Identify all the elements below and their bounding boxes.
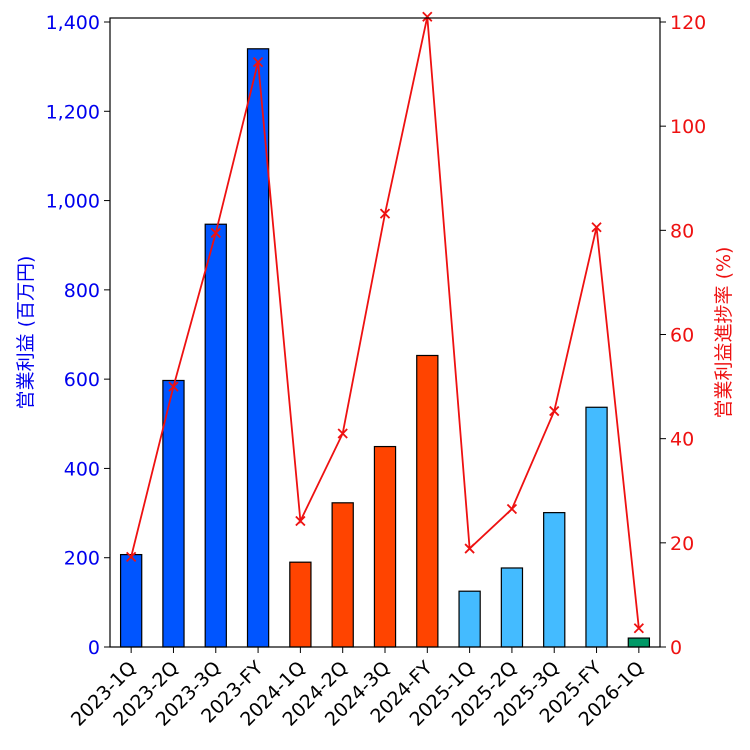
line-layer	[126, 11, 644, 634]
right-tick-label: 0	[670, 637, 682, 659]
bar-2024-2Q	[331, 502, 354, 648]
left-tick-label: 0	[88, 637, 100, 659]
right-axis-ticks: 0 20 40 60 80 100 120	[660, 12, 706, 659]
progress-marker-2023-FY	[252, 56, 264, 68]
progress-marker-2025-1Q	[464, 543, 475, 554]
progress-marker-2024-1Q	[295, 515, 306, 527]
progress-marker-2023-3Q	[210, 227, 221, 239]
left-axis-label: 営業利益 (百万円)	[15, 256, 37, 410]
right-axis-label: 営業利益進捗率 (%)	[713, 247, 735, 419]
bar-2026-1Q	[627, 637, 651, 648]
right-tick-label: 120	[670, 12, 706, 34]
right-tick-label: 40	[670, 429, 694, 451]
right-tick-label: 80	[670, 220, 694, 242]
bar-2024-3Q	[373, 445, 397, 648]
left-tick-label: 1,400	[46, 12, 100, 34]
bar-2025-3Q	[543, 512, 566, 648]
right-tick-label: 100	[670, 116, 706, 138]
right-tick-label: 20	[670, 533, 694, 555]
progress-marker-2026-1Q	[633, 623, 644, 634]
bar-2025-1Q	[458, 590, 481, 648]
left-tick-label: 200	[64, 548, 100, 570]
left-tick-label: 800	[64, 280, 100, 302]
bar-2024-FY	[416, 354, 439, 648]
progress-marker-2024-3Q	[379, 208, 391, 219]
bar-2023-2Q	[162, 379, 185, 648]
left-tick-label: 600	[64, 369, 100, 391]
progress-marker-2025-3Q	[549, 405, 560, 417]
left-tick-label: 400	[64, 458, 100, 480]
x-axis-ticks: 2023-1Q2023-2Q2023-3Q2023-FY2024-1Q2024-…	[67, 647, 648, 731]
progress-marker-2024-2Q	[337, 428, 348, 439]
left-tick-label: 1,200	[46, 101, 100, 123]
progress-marker-2025-FY	[591, 222, 602, 233]
bars-layer	[119, 48, 651, 648]
right-tick-label: 60	[670, 325, 694, 347]
bar-2023-3Q	[204, 223, 227, 648]
bar-2025-2Q	[500, 567, 524, 648]
bar-2025-FY	[585, 406, 608, 648]
bar-2024-1Q	[289, 561, 312, 648]
left-axis-ticks: 0 200 400 600 800 1,000 1,200 1,400	[46, 12, 110, 659]
progress-marker-2024-FY	[422, 11, 433, 22]
progress-marker-2025-2Q	[506, 503, 518, 515]
left-tick-label: 1,000	[46, 191, 100, 213]
progress-marker-2023-1Q	[126, 551, 137, 563]
progress-marker-2023-2Q	[168, 381, 179, 392]
bar-2023-1Q	[119, 553, 143, 648]
